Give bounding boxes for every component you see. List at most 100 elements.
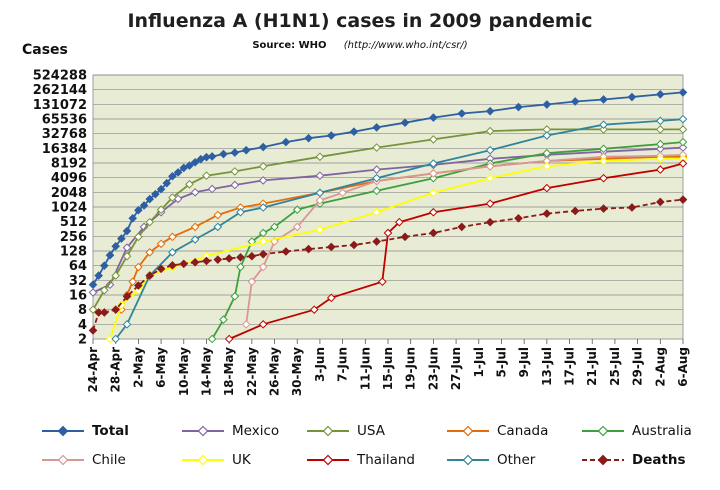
data-point [122,320,132,329]
legend-swatch [182,425,224,437]
data-point [678,114,688,124]
data-point [224,334,234,344]
data-point [383,228,393,238]
x-tick-label: 7-Jun [336,347,350,382]
data-point [190,258,200,267]
data-point [122,243,132,252]
data-point [599,95,608,104]
data-point [111,241,120,251]
series-line-mexico [92,146,684,294]
y-tick-label: 2 [78,333,87,348]
data-point [656,197,665,207]
data-point [678,88,688,97]
data-point [185,179,194,189]
data-point [117,300,126,310]
data-point [190,157,200,167]
data-point [599,125,608,134]
data-point [100,285,109,295]
legend-item-australia: Australia [580,423,692,439]
x-axis-ticks: 24-Apr 28-Apr 2-May 6-May 10-May 14-May 18-May… [86,347,690,396]
x-tick-label: 21-Jul [585,347,599,386]
y-tick-label: 2048 [51,186,87,201]
y-axis-label: Cases [22,42,68,58]
data-point [270,222,279,232]
x-tick-label: 14-May [199,347,213,396]
y-tick-label: 1024 [51,201,87,216]
data-point [122,251,132,261]
legend-swatch [182,454,224,466]
data-point [202,171,211,180]
data-point [304,133,313,143]
legend-label: Thailand [357,452,415,468]
data-point [400,232,410,242]
data-point [372,143,381,152]
data-point [338,188,347,198]
data-point [372,165,381,174]
series-usa [88,125,688,314]
y-tick-label: 4096 [51,171,87,186]
data-point [599,173,608,183]
source-label: Source: WHO [252,40,327,51]
data-point [213,255,223,264]
data-point [156,205,166,215]
x-tick-label: 25-Jul [608,347,622,386]
data-point [207,184,217,194]
data-point [224,254,234,263]
axes [92,339,684,344]
data-point [627,92,637,102]
x-tick-label: 23-Jun [426,347,440,390]
data-point [315,196,325,205]
data-point [247,277,257,287]
y-tick-label: 4 [78,318,87,333]
legend-swatch [307,425,349,437]
data-point [145,194,155,204]
data-point [105,334,115,344]
data-point [236,207,245,217]
data-point [168,171,177,181]
data-point [326,293,336,303]
legend-label: Mexico [232,423,280,439]
data-point [190,235,200,244]
data-point [185,161,194,170]
y-tick-label: 16 [69,289,87,304]
data-point [134,262,143,272]
data-point [145,248,155,257]
data-point [678,137,688,147]
data-point [656,116,665,126]
data-point [678,125,688,134]
data-point [485,106,495,116]
data-point [156,239,166,249]
data-point [599,156,608,166]
data-point [514,102,523,112]
data-point [258,228,268,238]
legend-label: USA [357,423,385,439]
data-point [656,90,665,99]
data-point [145,271,155,280]
data-point [678,195,688,204]
x-tick-label: 19-Jun [404,347,418,390]
y-tick-label: 32768 [42,127,87,142]
data-point [111,271,120,280]
legend-swatch [582,454,624,466]
y-tick-label: 512 [60,215,87,230]
data-point [309,305,319,314]
data-point [395,217,404,227]
data-point [241,145,251,155]
legend-label: Australia [632,423,692,439]
data-point [429,113,438,122]
y-tick-label: 8192 [51,157,87,172]
data-point [485,145,495,155]
series-line-usa [92,128,683,311]
y-tick-label: 8 [78,303,87,318]
data-point [542,131,552,140]
data-point [134,205,143,215]
data-point [213,210,223,220]
x-tick-label: 13-Jul [540,347,554,386]
data-point [542,209,552,218]
data-point [190,188,200,197]
data-point [599,204,608,213]
x-tick-label: 17-Jul [563,347,577,386]
data-point [139,201,149,210]
x-tick-label: 26-May [268,347,282,396]
x-tick-label: 27-Jun [449,347,463,390]
